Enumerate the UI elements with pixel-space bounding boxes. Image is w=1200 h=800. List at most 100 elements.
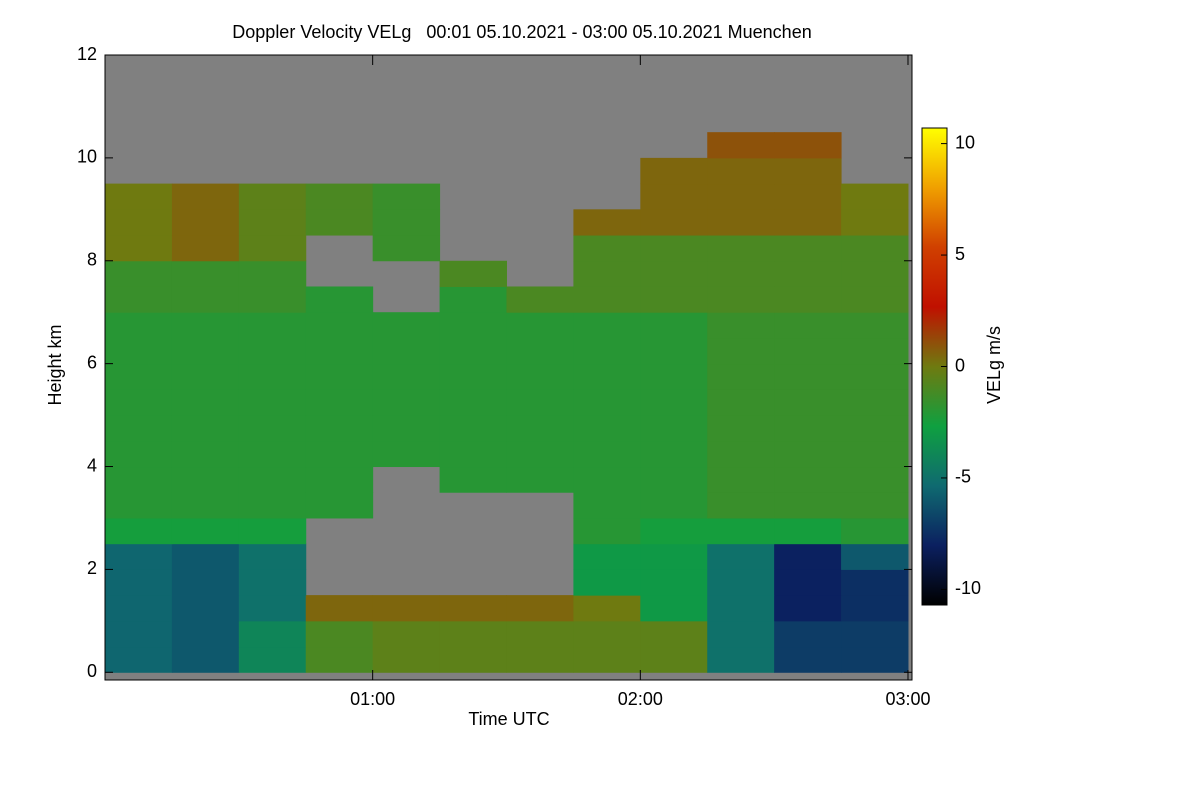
heatmap-cell: [439, 389, 507, 416]
heatmap-cell: [640, 415, 708, 442]
heatmap-cell: [238, 569, 307, 596]
heatmap-cell: [506, 363, 574, 390]
y-tick-label: 0: [87, 661, 97, 681]
heatmap-cell: [573, 209, 641, 236]
heatmap-cell: [238, 492, 307, 519]
x-tick-label: 02:00: [618, 689, 663, 709]
heatmap-cell: [171, 286, 240, 313]
heatmap-cell: [774, 183, 842, 210]
heatmap-cell: [841, 440, 909, 468]
heatmap-cell: [171, 595, 240, 622]
heatmap-cell: [841, 569, 909, 596]
heatmap-cell: [707, 415, 775, 442]
heatmap-cell: [305, 183, 374, 210]
heatmap-cell: [707, 440, 775, 468]
heatmap-cell: [774, 492, 842, 519]
y-tick-label: 6: [87, 352, 97, 372]
heatmap-cell: [372, 235, 441, 262]
heatmap-cell: [707, 260, 775, 287]
heatmap-cell: [573, 260, 641, 287]
heatmap-cell: [372, 620, 441, 648]
heatmap-cell: [105, 646, 173, 673]
heatmap-cell: [707, 132, 775, 159]
heatmap-cell: [171, 235, 240, 262]
heatmap-cell: [506, 312, 574, 339]
heatmap-cell: [506, 646, 574, 673]
colorbar-tick-label: 5: [955, 244, 965, 264]
heatmap-cell: [439, 620, 507, 648]
heatmap-cell: [105, 440, 173, 468]
heatmap-cell: [640, 389, 708, 416]
heatmap-cell: [238, 260, 307, 287]
heatmap-cell: [105, 209, 173, 236]
heatmap-cell: [774, 337, 842, 365]
heatmap-cell: [841, 337, 909, 365]
heatmap-cell: [841, 209, 909, 236]
heatmap-cell: [573, 620, 641, 648]
heatmap-cell: [774, 363, 842, 390]
heatmap-cell: [305, 466, 374, 493]
colorbar-tick-label: 0: [955, 355, 965, 375]
heatmap-cell: [774, 595, 842, 622]
heatmap-cell: [707, 157, 775, 185]
heatmap-cell: [841, 517, 909, 545]
heatmap-cell: [171, 543, 240, 570]
heatmap-cell: [238, 440, 307, 468]
heatmap-cell: [774, 389, 842, 416]
heatmap-cell: [774, 260, 842, 287]
heatmap-cell: [238, 312, 307, 339]
heatmap-cell: [105, 183, 173, 210]
heatmap-cell: [573, 440, 641, 468]
heatmap-cell: [506, 620, 574, 648]
heatmap-cell: [640, 646, 708, 673]
heatmap-cell: [774, 157, 842, 185]
heatmap-cell: [305, 440, 374, 468]
heatmap-cell: [439, 363, 507, 390]
heatmap-cell: [439, 312, 507, 339]
heatmap-cell: [238, 286, 307, 313]
heatmap-cell: [305, 492, 374, 519]
heatmap-cell: [305, 595, 374, 622]
heatmap-cell: [439, 286, 507, 313]
heatmap-cell: [105, 517, 173, 545]
heatmap-cell: [707, 312, 775, 339]
heatmap-cell: [506, 337, 574, 365]
heatmap-cell: [105, 363, 173, 390]
heatmap-cell: [841, 363, 909, 390]
heatmap-cell: [707, 595, 775, 622]
heatmap-cell: [105, 543, 173, 570]
colorbar-tick-label: 10: [955, 132, 975, 152]
heatmap-cell: [573, 337, 641, 365]
heatmap-cell: [707, 620, 775, 648]
heatmap-cell: [372, 183, 441, 210]
heatmap-cell: [506, 389, 574, 416]
heatmap-cell: [573, 466, 641, 493]
heatmap-cell: [105, 286, 173, 313]
heatmap-cell: [573, 235, 641, 262]
heatmap-cell: [372, 646, 441, 673]
heatmap-cell: [105, 620, 173, 648]
heatmap-cell: [841, 620, 909, 648]
heatmap-cell: [305, 620, 374, 648]
heatmap-cell: [305, 646, 374, 673]
heatmap-cell: [573, 415, 641, 442]
heatmap-cell: [640, 157, 708, 185]
heatmap-cell: [372, 363, 441, 390]
heatmap-cell: [171, 440, 240, 468]
heatmap-cell: [305, 286, 374, 313]
heatmap-cell: [105, 466, 173, 493]
heatmap-cell: [640, 260, 708, 287]
heatmap-cell: [238, 337, 307, 365]
heatmap-cell: [305, 337, 374, 365]
heatmap-cell: [372, 389, 441, 416]
plot-frame: [104, 54, 913, 681]
heatmap-cell: [105, 260, 173, 287]
heatmap-cell: [841, 543, 909, 570]
heatmap-cell: [841, 235, 909, 262]
heatmap-cell: [841, 415, 909, 442]
heatmap-cell: [439, 595, 507, 622]
heatmap-cell: [171, 389, 240, 416]
heatmap-cell: [372, 440, 441, 468]
heatmap-cell: [774, 517, 842, 545]
